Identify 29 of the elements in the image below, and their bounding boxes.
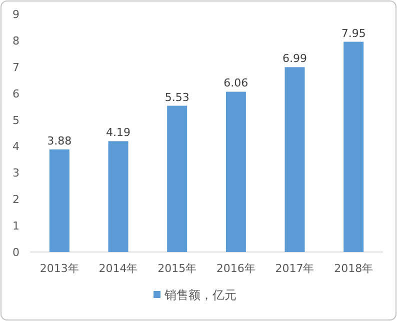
x-tick-label: 2016年 <box>216 262 256 275</box>
x-tick-label: 2014年 <box>98 262 138 275</box>
data-label: 6.06 <box>224 76 248 90</box>
y-tick-label: 4 <box>12 140 20 154</box>
y-tick-label: 1 <box>12 220 20 233</box>
bar <box>49 149 70 252</box>
data-label: 5.53 <box>164 90 190 104</box>
y-tick-label: 2 <box>12 193 20 206</box>
y-tick-label: 3 <box>12 166 20 180</box>
x-tick-label: 2013年 <box>40 262 79 275</box>
bar <box>108 141 128 252</box>
bar <box>284 67 305 252</box>
y-tick-label: 6 <box>12 87 20 100</box>
bar <box>344 42 364 252</box>
data-label: 4.19 <box>106 126 130 140</box>
y-tick-label: 5 <box>12 114 20 127</box>
x-tick-label: 2017年 <box>275 262 314 275</box>
legend-label: 销售额，亿元 <box>164 288 236 302</box>
bar <box>226 92 246 252</box>
y-tick-label: 9 <box>12 8 20 21</box>
y-tick-label: 8 <box>12 34 20 48</box>
x-tick-label: 2015年 <box>158 262 197 275</box>
y-tick-label: 0 <box>12 246 20 259</box>
y-tick-label: 7 <box>12 60 20 74</box>
x-tick-label: 2018年 <box>334 262 374 275</box>
data-label: 6.99 <box>282 52 307 66</box>
data-label: 3.88 <box>47 134 72 148</box>
data-label: 7.95 <box>341 26 366 40</box>
bar <box>167 106 188 252</box>
